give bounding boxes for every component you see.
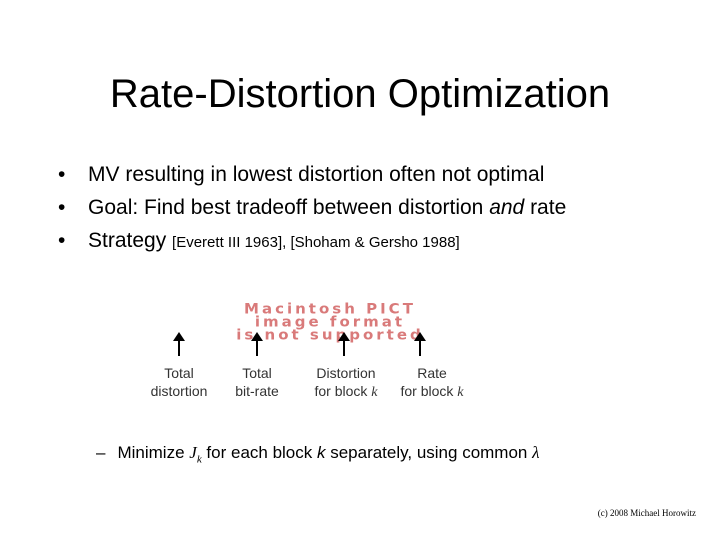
label-line: for block k xyxy=(306,382,386,402)
sub-bullet-text: for each block xyxy=(201,443,317,462)
variable-J: J xyxy=(189,443,197,462)
bullet-item: MV resulting in lowest distortion often … xyxy=(58,158,566,191)
label-text: for block xyxy=(314,383,372,399)
unsupported-image-placeholder: Macintosh PICT image format is not suppo… xyxy=(120,302,540,344)
slide-title: Rate-Distortion Optimization xyxy=(109,72,611,116)
bullet-text-pre: Goal: Find best tradeoff between distort… xyxy=(88,196,490,219)
variable-subscript: k xyxy=(196,453,202,466)
bullet-text-emphasis: and xyxy=(489,196,525,219)
placeholder-line: image format xyxy=(254,313,406,331)
arrow-up-icon xyxy=(173,332,185,356)
label-line: Total xyxy=(242,365,272,381)
lambda-symbol: λ xyxy=(532,443,540,462)
bullet-text: MV resulting in lowest distortion often … xyxy=(88,163,545,186)
label-total-bit-rate: Total bit-rate xyxy=(222,364,292,400)
label-block-distortion: Distortion for block k xyxy=(306,364,386,402)
placeholder-line: is not supported xyxy=(236,326,424,344)
copyright-credit: (c) 2008 Michael Horowitz xyxy=(597,508,696,518)
label-block-rate: Rate for block k xyxy=(392,364,472,402)
arrow-up-icon xyxy=(338,332,350,356)
label-line: for block k xyxy=(392,382,472,402)
label-variable: k xyxy=(371,385,378,400)
sub-bullet-dash: – xyxy=(96,443,106,462)
label-line: bit-rate xyxy=(235,383,279,399)
label-line: Rate xyxy=(417,365,447,381)
bullet-item: Goal: Find best tradeoff between distort… xyxy=(58,191,566,224)
sub-bullet-text: separately, using common xyxy=(325,443,533,462)
bullet-text-post: rate xyxy=(524,196,567,219)
reference-citations: [Everett III 1963], [Shoham & Gersho 198… xyxy=(172,234,460,251)
bullet-item: Strategy [Everett III 1963], [Shoham & G… xyxy=(58,224,566,259)
label-line: Total xyxy=(164,365,194,381)
sub-bullet: – Minimize Jk for each block k separately… xyxy=(96,442,539,470)
label-line: distortion xyxy=(150,383,208,399)
sub-bullet-text: Minimize xyxy=(117,443,190,462)
arrow-up-icon xyxy=(414,332,426,356)
arrow-up-icon xyxy=(251,332,263,356)
label-line: Distortion xyxy=(316,365,376,381)
label-text: for block xyxy=(400,383,458,399)
bullet-list: MV resulting in lowest distortion often … xyxy=(58,158,566,259)
variable-k: k xyxy=(316,443,326,462)
placeholder-line: Macintosh PICT xyxy=(244,300,416,318)
bullet-text: Strategy xyxy=(88,229,173,252)
label-total-distortion: Total distortion xyxy=(139,364,219,400)
label-variable: k xyxy=(457,385,464,400)
